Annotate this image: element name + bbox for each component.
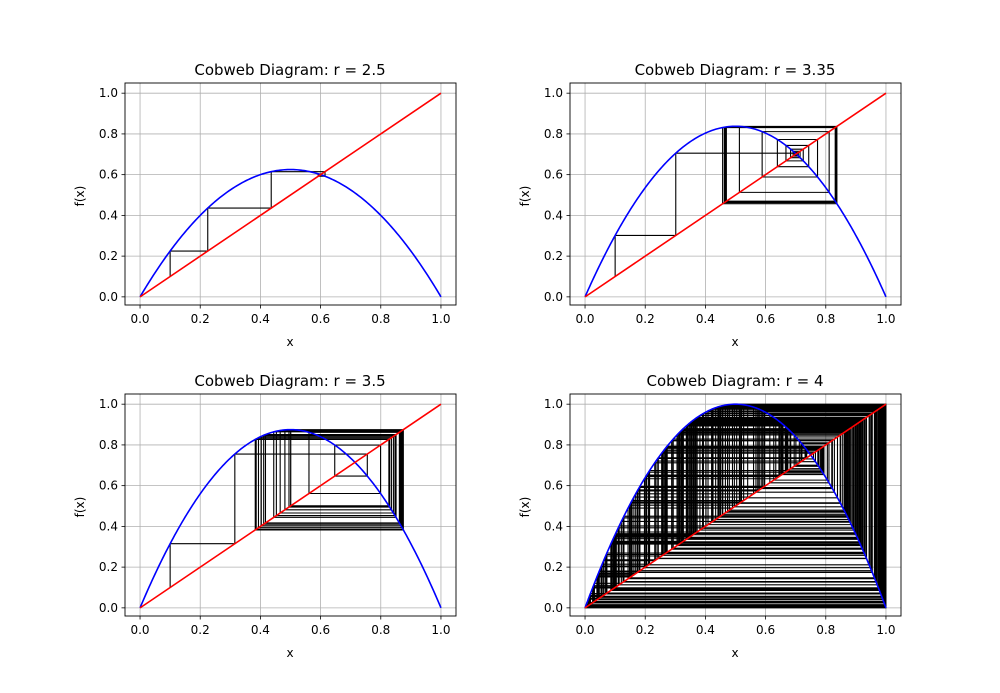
identity-line-series xyxy=(584,403,887,609)
y-tick-label: 0.8 xyxy=(99,127,118,141)
x-axis-label: x xyxy=(286,335,293,349)
x-tick-label: 0.0 xyxy=(130,623,149,637)
x-tick-label: 0.8 xyxy=(371,312,390,326)
x-tick-label: 0.4 xyxy=(696,623,715,637)
y-tick-label: 0.6 xyxy=(99,479,118,493)
identity-line-series xyxy=(139,92,442,298)
y-tick-label: 0.2 xyxy=(99,560,118,574)
x-tick-label: 1.0 xyxy=(876,312,895,326)
axes-frame xyxy=(569,82,902,306)
y-axis-label: f(x) xyxy=(518,186,532,207)
chart-title: Cobweb Diagram: r = 2.5 xyxy=(194,61,385,79)
x-tick-label: 0.8 xyxy=(816,623,835,637)
y-tick-label: 0.0 xyxy=(544,601,563,615)
x-tick-label: 1.0 xyxy=(876,623,895,637)
subplot-4: Cobweb Diagram: r = 4 x f(x) 0.0 0.2 0.4 0.… xyxy=(518,372,902,660)
y-tick-label: 0.6 xyxy=(99,168,118,182)
x-tick-label: 0.8 xyxy=(371,623,390,637)
logistic-map-series xyxy=(584,403,887,609)
x-tick-label: 0.6 xyxy=(311,312,330,326)
subplot-3: Cobweb Diagram: r = 3.5 x f(x) 0.0 0.2 0.4… xyxy=(73,372,457,660)
y-tick-label: 0.4 xyxy=(544,519,563,533)
y-tick-label: 0.4 xyxy=(99,519,118,533)
x-tick-label: 0.6 xyxy=(756,623,775,637)
axes-frame xyxy=(124,82,457,306)
y-tick-label: 0.2 xyxy=(544,249,563,263)
x-tick-label: 0.2 xyxy=(636,623,655,637)
x-tick-label: 0.2 xyxy=(191,312,210,326)
x-axis-label: x xyxy=(731,335,738,349)
chart-title: Cobweb Diagram: r = 3.5 xyxy=(194,372,385,390)
logistic-map-series xyxy=(584,125,887,298)
y-tick-label: 0.4 xyxy=(544,208,563,222)
chart-title: Cobweb Diagram: r = 4 xyxy=(647,372,824,390)
plot-area xyxy=(139,403,442,609)
y-tick-label: 0.8 xyxy=(544,438,563,452)
axes-frame xyxy=(124,393,457,617)
y-tick-label: 0.2 xyxy=(99,249,118,263)
y-tick-label: 0.2 xyxy=(544,560,563,574)
y-tick-label: 0.6 xyxy=(544,479,563,493)
y-tick-label: 1.0 xyxy=(544,397,563,411)
y-tick-label: 0.6 xyxy=(544,168,563,182)
x-tick-label: 0.4 xyxy=(251,312,270,326)
logistic-map-series xyxy=(139,428,442,609)
plot-area xyxy=(584,92,887,298)
y-tick-label: 0.0 xyxy=(544,290,563,304)
x-tick-label: 0.8 xyxy=(816,312,835,326)
identity-line-series xyxy=(584,92,887,298)
chart-title: Cobweb Diagram: r = 3.35 xyxy=(635,61,836,79)
logistic-map-series xyxy=(139,168,442,298)
x-tick-label: 0.4 xyxy=(696,312,715,326)
x-tick-label: 0.0 xyxy=(575,312,594,326)
y-axis-label: f(x) xyxy=(73,186,87,207)
identity-line-series xyxy=(139,403,442,609)
grid xyxy=(125,83,456,305)
x-tick-label: 1.0 xyxy=(431,312,450,326)
x-tick-label: 0.0 xyxy=(130,312,149,326)
y-tick-label: 1.0 xyxy=(544,86,563,100)
x-tick-label: 0.4 xyxy=(251,623,270,637)
y-tick-label: 0.0 xyxy=(99,290,118,304)
grid xyxy=(570,83,901,305)
x-axis-label: x xyxy=(731,646,738,660)
y-axis-label: f(x) xyxy=(73,497,87,518)
y-tick-label: 0.8 xyxy=(544,127,563,141)
x-tick-label: 0.0 xyxy=(575,623,594,637)
x-axis-label: x xyxy=(286,646,293,660)
y-tick-label: 0.8 xyxy=(99,438,118,452)
y-tick-label: 1.0 xyxy=(99,397,118,411)
plot-area xyxy=(584,403,887,609)
y-axis-label: f(x) xyxy=(518,497,532,518)
plot-area xyxy=(139,92,442,298)
y-tick-label: 0.0 xyxy=(99,601,118,615)
y-tick-label: 1.0 xyxy=(99,86,118,100)
axes-frame xyxy=(569,393,902,617)
subplot-1: Cobweb Diagram: r = 2.5 x f(x) 0.0 0.2 0.4… xyxy=(73,61,457,349)
x-tick-label: 0.6 xyxy=(311,623,330,637)
x-tick-label: 0.6 xyxy=(756,312,775,326)
x-tick-label: 1.0 xyxy=(431,623,450,637)
subplot-2: Cobweb Diagram: r = 3.35 x f(x) 0.0 0.2 0.… xyxy=(518,61,902,349)
x-tick-label: 0.2 xyxy=(191,623,210,637)
y-tick-label: 0.4 xyxy=(99,208,118,222)
x-tick-label: 0.2 xyxy=(636,312,655,326)
